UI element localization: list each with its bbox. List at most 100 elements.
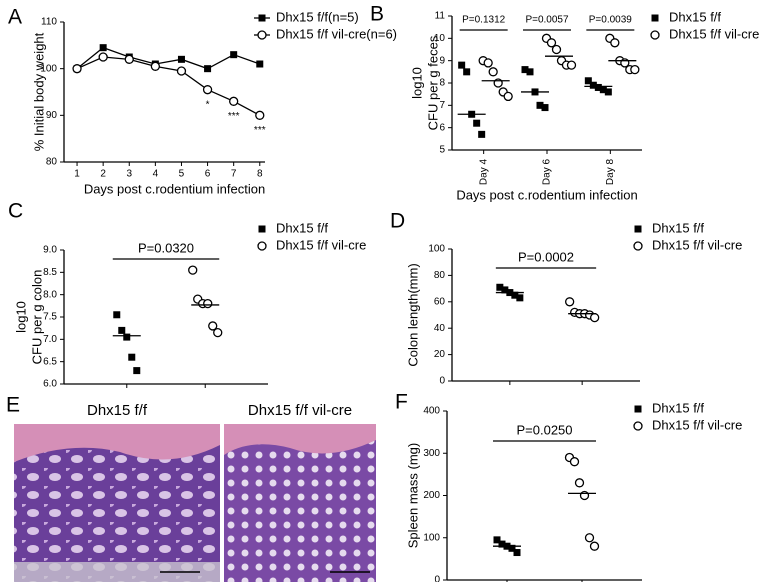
legend-label: Dhx15 f/f vil-cre(n=6) <box>276 26 397 41</box>
image-background <box>14 562 220 582</box>
x-tick-label: 2 <box>100 169 106 180</box>
p-value: P=0.0039 <box>589 15 633 26</box>
legend-label: Dhx15 f/f vil-cre <box>652 417 742 432</box>
point <box>584 533 595 543</box>
y-tick-label: 7 <box>439 100 445 111</box>
y-tick-label: 8.0 <box>43 289 57 300</box>
legend-label: Dhx15 f/f vil-cre <box>669 26 759 41</box>
y-axis-label: Spleen mass (mg) <box>405 443 420 548</box>
point <box>118 326 126 334</box>
annotation: * <box>206 99 210 110</box>
legend-label: Dhx15 f/f <box>276 220 328 235</box>
point <box>610 38 620 48</box>
y-axis-label: Colon length(mm) <box>405 263 420 366</box>
point <box>599 86 607 94</box>
x-tick-label: 5 <box>179 169 185 180</box>
legend-marker <box>257 241 267 251</box>
point <box>124 54 134 64</box>
point <box>488 67 498 77</box>
y-axis-label: % Initial body weight <box>31 32 46 151</box>
image-title: Dhx15 f/f <box>87 402 148 419</box>
legend-marker <box>258 225 266 233</box>
p-value: P=0.0002 <box>518 249 574 264</box>
legend-label: Dhx15 f/f <box>669 9 721 24</box>
point <box>483 58 493 68</box>
y-tick-label: 10 <box>434 33 446 44</box>
x-tick-label: 7 <box>231 169 237 180</box>
y-tick-label: 110 <box>41 17 57 28</box>
point <box>569 457 580 467</box>
y-tick-label: 40 <box>434 323 446 334</box>
point <box>526 68 534 76</box>
legend-label: Dhx15 f/f(n=5) <box>276 9 359 24</box>
point <box>584 77 592 85</box>
legend-marker <box>651 14 659 22</box>
y-tick-label: 400 <box>423 406 440 417</box>
y-tick-label: 60 <box>434 296 446 307</box>
y-axis-label: log10 <box>13 301 28 333</box>
annotation: *** <box>228 111 240 122</box>
x-tick-label: 1 <box>74 169 80 180</box>
tissue-layer <box>224 424 376 455</box>
point <box>458 61 466 69</box>
point <box>98 52 108 62</box>
point <box>541 104 549 112</box>
legend-label: Dhx15 f/f vil-cre <box>276 237 366 252</box>
series-line <box>76 46 260 70</box>
y-tick-label: 9.0 <box>43 245 57 256</box>
y-tick-label: 100 <box>40 63 57 74</box>
y-tick-label: 80 <box>434 270 446 281</box>
x-axis-label: Days post c.rodentium infection <box>84 181 265 196</box>
y-tick-label: 80 <box>46 157 58 168</box>
p-value: P=0.0320 <box>138 240 194 255</box>
legend-marker <box>633 421 643 431</box>
panel-letter: D <box>390 210 405 233</box>
y-tick-label: 11 <box>435 11 446 22</box>
point <box>503 91 513 102</box>
point <box>513 549 521 557</box>
point <box>551 44 562 55</box>
point <box>496 283 504 291</box>
x-tick-label: Day 8 <box>605 159 616 186</box>
point <box>493 536 501 544</box>
point <box>203 298 213 309</box>
legend-marker <box>634 405 642 413</box>
point <box>255 110 265 120</box>
point <box>501 286 509 294</box>
legend-label: Dhx15 f/f vil-cre <box>652 237 742 252</box>
point <box>546 38 557 48</box>
point <box>478 130 486 138</box>
point <box>463 68 471 76</box>
point <box>566 60 577 70</box>
y-tick-label: 20 <box>434 349 446 360</box>
p-value: P=0.0250 <box>516 422 572 437</box>
y-tick-label: 6 <box>439 122 445 133</box>
panel-letter: B <box>370 3 384 26</box>
point <box>521 66 529 74</box>
legend-label: Dhx15 f/f <box>652 400 704 415</box>
annotation: *** <box>254 125 266 136</box>
p-value: P=0.1312 <box>462 15 506 26</box>
point <box>498 540 506 548</box>
point <box>99 44 107 52</box>
panel-letter: A <box>8 6 22 29</box>
x-tick-label: 8 <box>257 169 263 180</box>
legend-marker <box>258 14 266 22</box>
point <box>208 321 218 331</box>
point <box>177 55 185 63</box>
tissue-layer <box>14 424 220 462</box>
x-tick-label: 4 <box>153 169 159 180</box>
point <box>594 83 602 91</box>
y-tick-label: 90 <box>46 110 58 121</box>
point <box>579 490 590 501</box>
y-tick-label: 8.5 <box>43 267 57 278</box>
p-value: P=0.0057 <box>525 15 569 26</box>
legend-marker <box>650 30 660 40</box>
point <box>123 333 131 341</box>
x-axis-label: Days post c.rodentium infection <box>456 187 637 202</box>
legend-marker <box>257 30 267 40</box>
point <box>113 311 121 319</box>
y-tick-label: 200 <box>423 490 440 501</box>
y-tick-label: 0 <box>439 376 445 387</box>
point <box>473 119 481 127</box>
